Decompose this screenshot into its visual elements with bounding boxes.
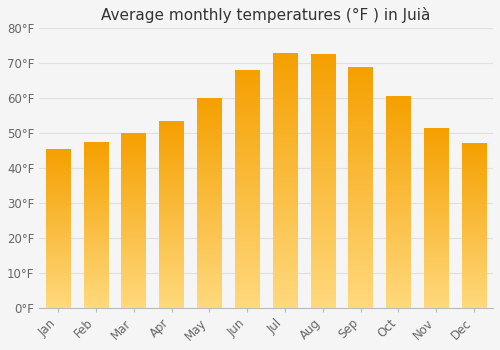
Bar	[462, 144, 486, 308]
Bar	[46, 149, 70, 308]
Bar	[386, 96, 411, 308]
Bar	[235, 70, 260, 308]
Bar	[310, 55, 335, 308]
Bar	[122, 133, 146, 308]
Bar	[348, 67, 373, 308]
Bar	[84, 142, 108, 308]
Title: Average monthly temperatures (°F ) in Juià: Average monthly temperatures (°F ) in Ju…	[102, 7, 431, 23]
Bar	[160, 121, 184, 308]
Bar	[197, 98, 222, 308]
Bar	[272, 53, 297, 308]
Bar	[424, 128, 448, 308]
